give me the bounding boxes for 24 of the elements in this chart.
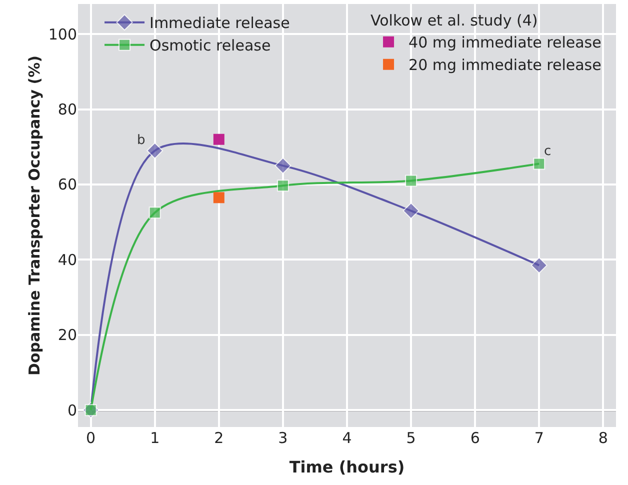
legend-label: 20 mg immediate release: [408, 56, 602, 74]
annotation: c: [544, 144, 552, 159]
y-tick-label: 40: [58, 250, 77, 269]
y-axis-title: Dopamine Transporter Occupancy (%): [26, 56, 44, 376]
legend-label: Immediate release: [150, 14, 290, 32]
legend-label: 40 mg immediate release: [408, 34, 602, 52]
x-tick-label: 5: [406, 429, 416, 447]
y-tick-label: 20: [58, 326, 77, 344]
x-tick-label: 6: [470, 429, 480, 447]
y-tick-label: 0: [67, 401, 77, 420]
x-tick-label: 2: [214, 429, 224, 447]
x-tick-label: 8: [598, 429, 608, 447]
x-tick-label: 3: [278, 429, 288, 447]
x-axis-title: Time (hours): [289, 458, 405, 477]
legend-title: Volkow et al. study (4): [370, 12, 538, 30]
y-tick-label: 60: [58, 176, 77, 194]
x-tick-label: 4: [342, 429, 352, 447]
annotation: b: [137, 133, 146, 148]
x-tick-label: 0: [86, 429, 96, 447]
y-tick-label: 80: [58, 100, 77, 119]
y-tick-label: 100: [48, 25, 77, 44]
legend-label: Osmotic release: [150, 36, 271, 55]
x-tick-label: 1: [150, 429, 160, 447]
x-tick-label: 7: [534, 429, 544, 447]
